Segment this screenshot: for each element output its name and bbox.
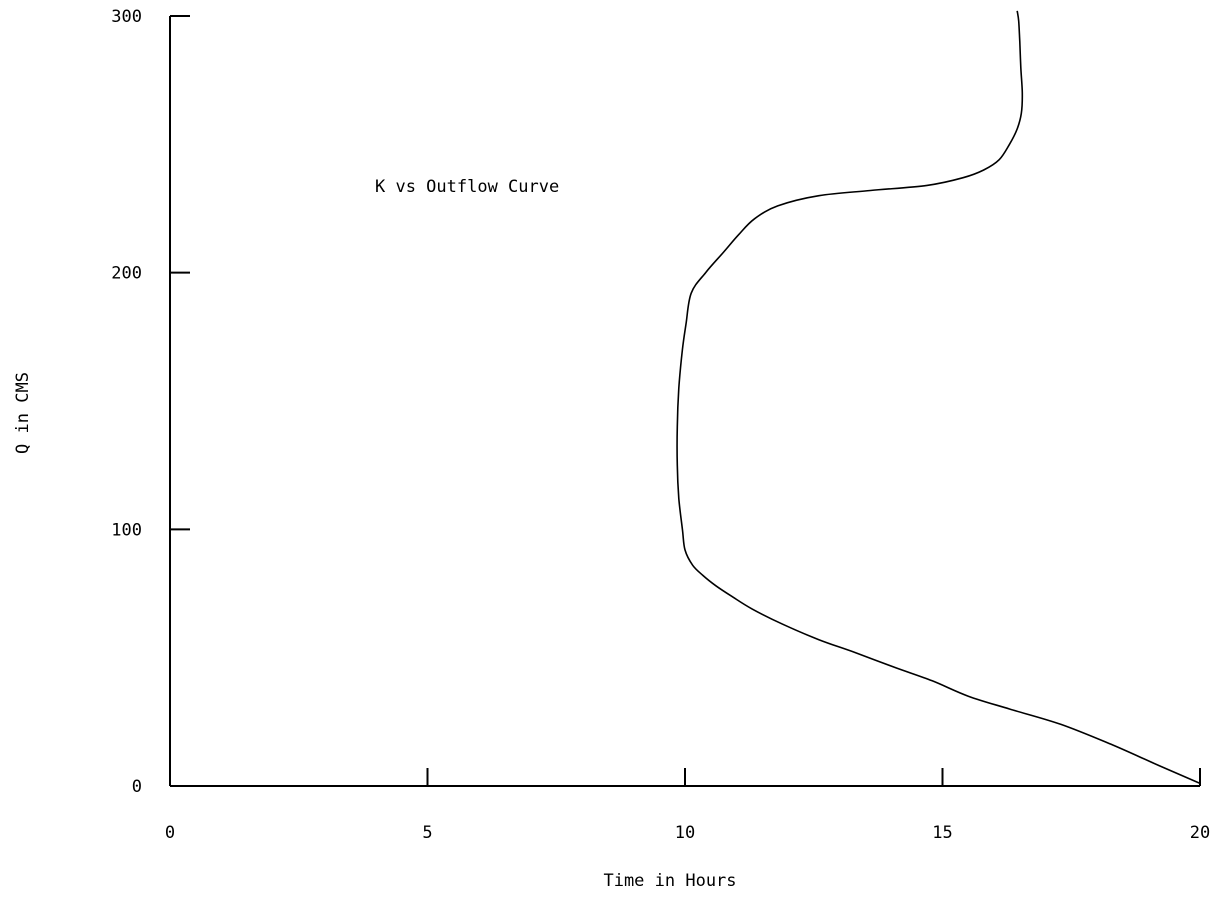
y-tick-label: 0: [132, 777, 142, 797]
y-tick-label: 300: [111, 7, 142, 27]
x-tick-label: 20: [1190, 823, 1210, 843]
x-axis-label: Time in Hours: [603, 871, 736, 891]
x-tick-label: 15: [932, 823, 952, 843]
x-tick-label: 5: [422, 823, 432, 843]
y-tick-label: 200: [111, 264, 142, 284]
x-tick-label: 10: [675, 823, 695, 843]
y-ticks: 0 100 200 300: [111, 7, 190, 797]
y-axis-label: Q in CMS: [13, 372, 33, 454]
y-tick-label: 100: [111, 520, 142, 540]
chart-title: K vs Outflow Curve: [375, 177, 559, 197]
x-ticks: 0 5 10 15 20: [165, 768, 1210, 843]
x-tick-label: 0: [165, 823, 175, 843]
series-line: [676, 10, 1201, 785]
